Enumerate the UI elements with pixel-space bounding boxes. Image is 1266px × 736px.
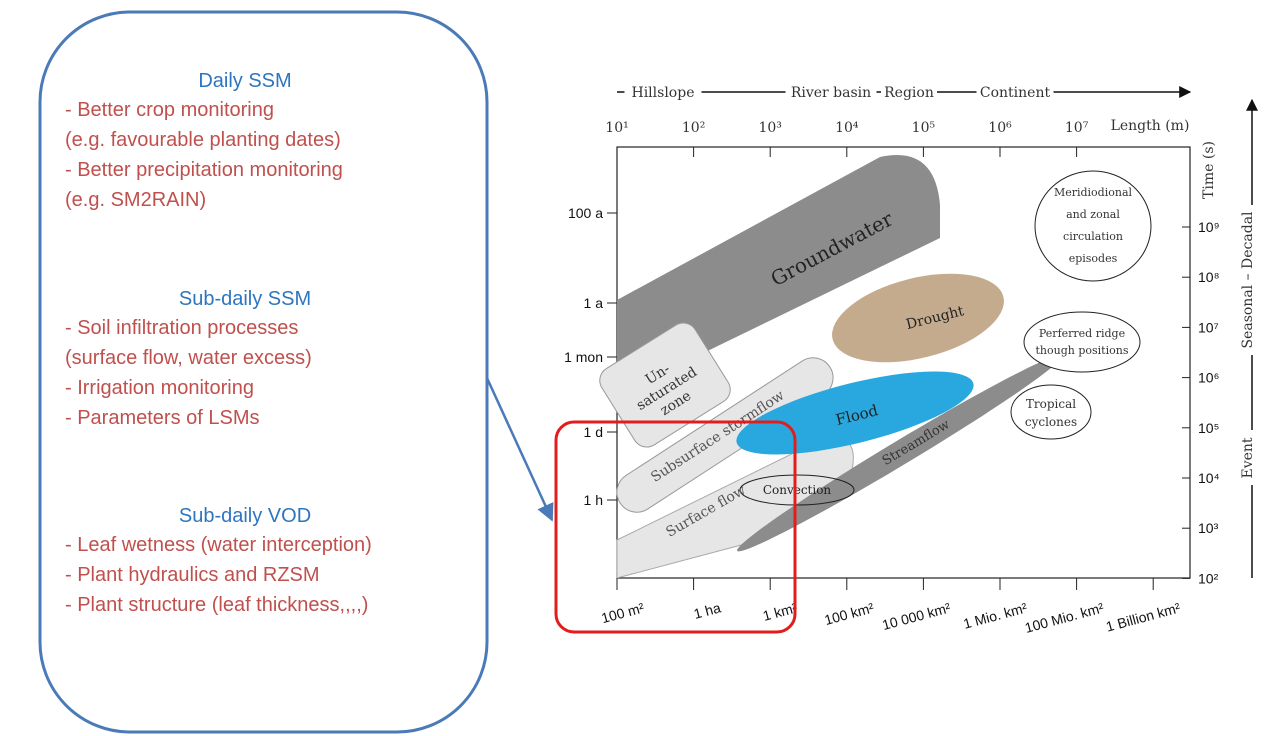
label-line: though positions — [1036, 344, 1129, 357]
section-item: (e.g. favourable planting dates) — [65, 129, 341, 151]
top-scale: Hillslope River basin Region Continent 10¹ 1… — [605, 82, 1192, 157]
length-tick-label: 10⁷ — [1065, 120, 1089, 136]
meridional-outline — [1034, 170, 1152, 282]
section-item: (e.g. SM2RAIN) — [65, 189, 206, 211]
scale-name: River basin — [791, 85, 871, 101]
convection-outline — [739, 474, 855, 506]
section-item: - Leaf wetness (water interception) — [65, 534, 372, 556]
area-tick-label: 1 Billion km² — [1104, 599, 1182, 634]
time-label: Time (s) — [1201, 141, 1217, 199]
label-line: Tropical — [1026, 397, 1076, 411]
scale-name: Hillslope — [632, 85, 695, 101]
label-bg — [785, 82, 877, 102]
region-label: Tropical cyclones — [1025, 397, 1077, 429]
seconds-tick-label: 10⁵ — [1198, 420, 1219, 436]
seconds-tick-label: 10³ — [1198, 520, 1219, 536]
diagram: Groundwater Drought Flood Subsurface sto… — [564, 82, 1260, 636]
ridge-outline — [1023, 311, 1141, 373]
time-tick-label: 1 h — [584, 492, 603, 508]
label-line: and zonal — [1066, 208, 1120, 221]
label-bg — [624, 82, 702, 102]
scale-name: Continent — [980, 85, 1051, 101]
scale-name: Region — [884, 85, 934, 101]
label-line: cyclones — [1025, 415, 1077, 429]
label-bg — [976, 82, 1054, 102]
length-tick-label: 10⁵ — [912, 120, 936, 136]
time-tick-label: 1 d — [584, 424, 603, 440]
section-item: - Better precipitation monitoring — [65, 159, 343, 181]
section-item: - Better crop monitoring — [65, 99, 274, 121]
label-line: episodes — [1069, 252, 1118, 265]
area-tick-label: 100 km² — [823, 599, 876, 628]
region-label: Perferred ridge though positions — [1036, 327, 1129, 357]
cyclones-outline — [1010, 384, 1092, 440]
seconds-tick-label: 10⁷ — [1198, 319, 1219, 335]
area-tick-label: 10 000 km² — [880, 599, 952, 633]
left-panel-text: Daily SSM - Better crop monitoring (e.g. f… — [65, 70, 372, 616]
length-tick-label: 10⁴ — [835, 120, 859, 136]
seconds-tick-label: 10⁸ — [1198, 269, 1220, 285]
section-item: - Plant structure (leaf thickness,,,,) — [65, 594, 368, 616]
length-tick-label: 10³ — [758, 120, 781, 136]
time-tick-label: 1 a — [584, 295, 604, 311]
drought-area — [832, 273, 1004, 363]
section-item: - Soil infiltration processes — [65, 317, 298, 339]
length-tick-label: 10² — [682, 120, 705, 136]
pointer-arrow — [485, 377, 554, 522]
section-heading: Daily SSM — [198, 70, 291, 92]
label-line: Perferred ridge — [1039, 327, 1125, 340]
area-tick-label: 1 ha — [692, 599, 723, 622]
length-tick-label: 10⁶ — [988, 120, 1012, 136]
area-tick-label: 1 Mio. km² — [962, 599, 1030, 631]
flood-area — [736, 371, 974, 455]
seconds-tick-label: 10⁶ — [1198, 370, 1219, 386]
section-heading: Sub-daily VOD — [179, 505, 311, 527]
seconds-tick-label: 10⁹ — [1198, 219, 1220, 235]
seconds-tick-label: 10² — [1198, 570, 1219, 586]
time-tick-label: 1 mon — [564, 349, 603, 365]
streamflow-area — [737, 354, 1063, 552]
section-item: - Parameters of LSMs — [65, 407, 260, 429]
area-tick-label: 100 Mio. km² — [1023, 599, 1106, 635]
side-label: Event — [1240, 437, 1256, 478]
label-line: circulation — [1063, 230, 1123, 243]
section-item: (surface flow, water excess) — [65, 347, 312, 369]
side-label: Seasonal – Decadal — [1240, 211, 1256, 349]
seconds-tick-label: 10⁴ — [1198, 470, 1220, 486]
region-label: Convection — [763, 483, 832, 497]
length-label: Length (m) — [1111, 118, 1190, 134]
section-item: - Plant hydraulics and RZSM — [65, 564, 320, 586]
left-panel-box — [38, 10, 489, 734]
area-tick-label: 100 m² — [600, 599, 647, 626]
subsurface-area — [616, 357, 834, 513]
time-tick-label: 100 a — [568, 205, 603, 221]
length-tick-label: 10¹ — [605, 120, 628, 136]
region-label: Meridiodional and zonal circulation episode… — [1054, 186, 1133, 265]
label-line: Meridiodional — [1054, 186, 1133, 199]
section-heading: Sub-daily SSM — [179, 288, 311, 310]
section-item: - Irrigation monitoring — [65, 377, 254, 399]
label-bg — [881, 82, 937, 102]
highlight-box — [554, 420, 797, 634]
